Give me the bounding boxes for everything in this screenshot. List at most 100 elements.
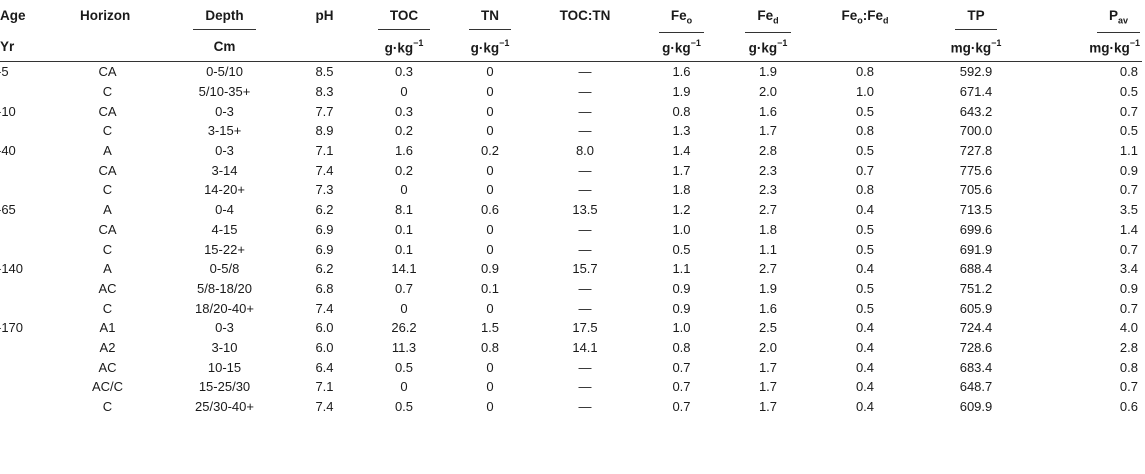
cell-ph: 7.4 <box>315 162 334 178</box>
cell-tp: 699.6 <box>959 221 993 237</box>
cell-ph: 7.1 <box>315 379 334 395</box>
cell-tn: 0 <box>486 162 494 178</box>
cell-horizon: A <box>103 202 112 218</box>
header-row-names: Age Horizon Depth pH TOC TN TOC:TN Feo F… <box>0 0 1142 36</box>
cell-ph: 8.5 <box>315 64 334 80</box>
cell-tp: 683.4 <box>959 359 993 375</box>
cell-age <box>0 397 56 417</box>
cell-tn: 0 <box>486 300 494 316</box>
cell-tn: 0 <box>486 399 494 415</box>
cell-pav: 0.7 <box>1119 103 1138 119</box>
pav-unit-base: mg·kg <box>1089 40 1130 56</box>
cell-pav: 0.6 <box>1119 399 1138 415</box>
header-toc: TOC <box>359 0 449 36</box>
header-ph: pH <box>315 8 334 23</box>
cell-age <box>0 82 56 102</box>
cell-toc: 0 <box>400 379 408 395</box>
cell-pav: 0.9 <box>1119 280 1138 296</box>
tp-unit-exp: −1 <box>991 38 1002 48</box>
cell-pav: 3.5 <box>1119 202 1138 218</box>
cell-depth: 18/20-40+ <box>195 300 254 316</box>
pav-base: P <box>1108 8 1118 23</box>
cell-fed: 1.7 <box>758 359 778 375</box>
cell-depth: 0-5/8 <box>209 261 240 277</box>
unit-horizon <box>56 36 159 62</box>
cell-ratio: — <box>578 64 592 80</box>
cell-feo: 1.4 <box>672 143 691 159</box>
cell-ph: 7.4 <box>315 399 334 415</box>
cell-feo: 1.8 <box>672 182 691 198</box>
cell-feo: 1.6 <box>672 64 691 80</box>
cell-ph: 8.3 <box>315 84 334 100</box>
cell-pav: 1.4 <box>1119 221 1138 237</box>
table-row: AC 10-15 6.4 0.5 0 — 0.7 1.7 0.4 683.4 0.8 <box>0 357 1142 377</box>
cell-horizon: C <box>102 84 113 100</box>
feratio-mid: :Fe <box>862 8 883 23</box>
toc-label: TOC <box>377 8 431 30</box>
table-row: -10 CA 0-3 7.7 0.3 0 — 0.8 1.6 0.5 643.2 0.7 <box>0 101 1142 121</box>
cell-depth: 0-3 <box>215 103 234 119</box>
cell-horizon: C <box>102 399 113 415</box>
table-row: C 14-20+ 7.3 0 0 — 1.8 2.3 0.8 705.6 0.7 <box>0 180 1142 200</box>
cell-depth: 14-20+ <box>204 182 245 198</box>
feo-unit-base: g·kg <box>662 40 691 56</box>
cell-horizon: A <box>103 143 112 159</box>
cell-tp: 671.4 <box>959 84 993 100</box>
cell-tn: 0 <box>486 84 494 100</box>
cell-depth: 3-14 <box>211 162 238 178</box>
cell-toc: 0.5 <box>394 359 414 375</box>
cell-age: -170 <box>0 320 24 336</box>
unit-depth: Cm <box>213 39 236 54</box>
cell-tn: 0.8 <box>480 339 500 355</box>
tp-label: TP <box>955 8 997 30</box>
cell-horizon: AC/C <box>91 379 124 395</box>
cell-age <box>0 377 56 397</box>
unit-pav: mg·kg−1 <box>1034 36 1142 62</box>
pav-unit-exp: −1 <box>1129 38 1140 48</box>
table-row: CA 3-14 7.4 0.2 0 — 1.7 2.3 0.7 775.6 0.9 <box>0 160 1142 180</box>
unit-feo: g·kg−1 <box>639 36 724 62</box>
cell-feratio: 1.0 <box>855 84 875 100</box>
cell-horizon: A1 <box>99 320 116 336</box>
header-depth: Depth <box>159 0 290 36</box>
cell-ratio: — <box>578 399 592 415</box>
cell-feratio: 0.8 <box>855 123 875 139</box>
cell-feratio: 0.8 <box>855 64 875 80</box>
cell-toc: 14.1 <box>391 261 417 277</box>
cell-ratio: — <box>578 241 592 257</box>
cell-horizon: A2 <box>99 339 116 355</box>
cell-pav: 1.1 <box>1119 143 1138 159</box>
header-row-units: Yr Cm g·kg−1 g·kg−1 g·kg−1 g·kg−1 mg·kg−… <box>0 36 1142 62</box>
cell-toc: 0.3 <box>394 64 414 80</box>
cell-tp: 648.7 <box>959 379 993 395</box>
cell-ph: 6.0 <box>315 320 334 336</box>
cell-tp: 643.2 <box>959 103 993 119</box>
table-body: -5CA0-5/108.50.30—1.61.90.8592.90.8C5/10… <box>0 62 1142 417</box>
unit-ratio <box>531 36 639 62</box>
cell-tn: 0 <box>486 64 494 80</box>
cell-age <box>0 160 56 180</box>
cell-tp: 609.9 <box>959 399 993 415</box>
cell-pav: 3.4 <box>1119 261 1138 277</box>
cell-depth: 3-15+ <box>207 123 242 139</box>
cell-tp: 713.5 <box>959 202 993 218</box>
cell-ratio: — <box>578 379 592 395</box>
cell-tn: 0.6 <box>480 202 500 218</box>
cell-tn: 1.5 <box>480 320 500 336</box>
table-header: Age Horizon Depth pH TOC TN TOC:TN Feo F… <box>0 0 1142 62</box>
cell-toc: 26.2 <box>391 320 417 336</box>
header-tp: TP <box>918 0 1034 36</box>
toc-unit-base: g·kg <box>384 40 414 56</box>
unit-fed: g·kg−1 <box>724 36 812 62</box>
cell-feo: 1.7 <box>672 162 691 178</box>
cell-feratio: 0.4 <box>855 379 875 395</box>
fed-label: Fed <box>745 8 791 33</box>
cell-fed: 2.7 <box>758 261 778 277</box>
cell-feratio: 0.5 <box>855 143 875 159</box>
cell-fed: 1.6 <box>758 103 778 119</box>
cell-depth: 10-15 <box>207 359 242 375</box>
cell-horizon: AC <box>98 280 117 296</box>
soil-properties-table: Age Horizon Depth pH TOC TN TOC:TN Feo F… <box>0 0 1142 417</box>
cell-feratio: 0.8 <box>855 182 875 198</box>
cell-tp: 724.4 <box>959 320 993 336</box>
